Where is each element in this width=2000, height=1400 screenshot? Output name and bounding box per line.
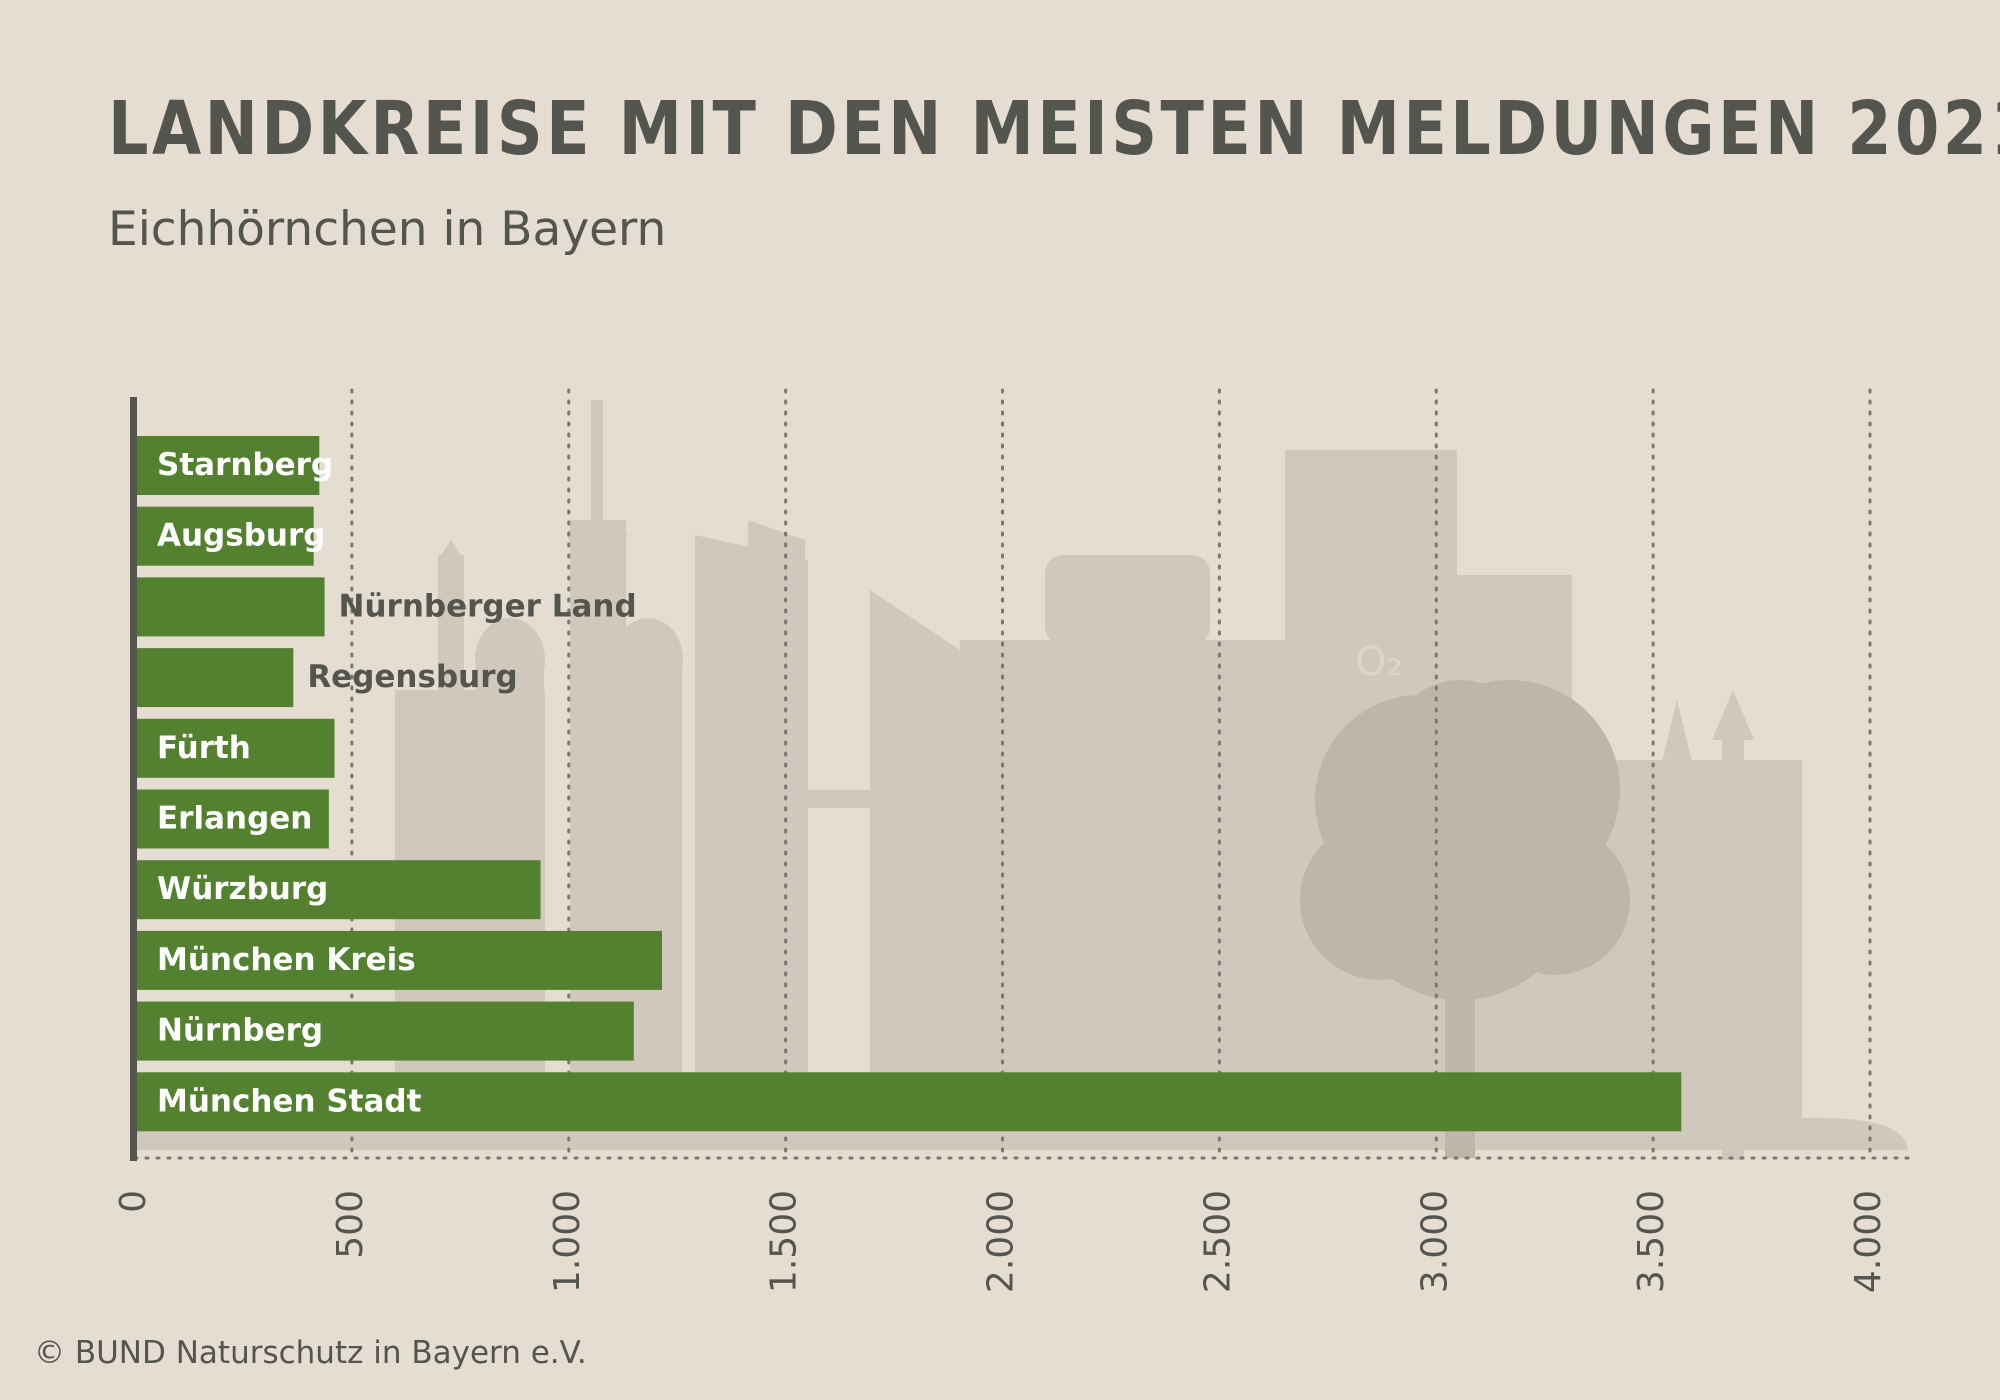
bar-label: München Stadt [157, 1083, 422, 1119]
chart-bar-labels: Starnberg Augsburg Nürnberger Land Regensbu… [157, 447, 637, 1119]
bar-label: Nürnberger Land [339, 588, 637, 624]
skyline-building-angled [870, 590, 960, 1150]
chart-title: LANDKREISE MIT DEN MEISTEN MELDUNGEN 202… [108, 86, 2000, 172]
bar-label: Augsburg [157, 518, 325, 554]
bar [135, 1001, 634, 1061]
x-tick-label: 4.000 [1848, 1190, 1889, 1293]
x-tick-label: 500 [330, 1190, 371, 1259]
copyright-notice: © BUND Naturschutz in Bayern e.V. [34, 1335, 587, 1371]
tree-crown-part [1300, 820, 1460, 980]
x-tick-label: 1.000 [547, 1190, 588, 1293]
tree-crown-part [1480, 825, 1630, 975]
skyline-tv-tower-platform [567, 523, 627, 547]
skyline-city-hall-spire [1660, 700, 1694, 770]
bar [135, 506, 314, 566]
bar [135, 930, 663, 990]
bar-label: Regensburg [307, 659, 517, 695]
bar [135, 1072, 1682, 1132]
x-tick-label: 2.500 [1197, 1190, 1238, 1293]
bar-label: Starnberg [157, 447, 333, 483]
y-axis-line [130, 397, 137, 1161]
bar-label: München Kreis [157, 942, 416, 978]
skyline-tv-tower-antenna [591, 400, 603, 530]
bar-label: Würzburg [157, 871, 328, 907]
o2-logo-text: O₂ [1355, 639, 1403, 685]
chart-tick-labels: 0 500 1.000 1.500 2.000 2.500 3.000 3.500 4.000 [113, 1190, 1889, 1293]
x-tick-label: 2.000 [981, 1190, 1022, 1293]
skyline-spire [438, 555, 464, 705]
bar [135, 577, 325, 637]
bar [135, 436, 320, 495]
x-tick-label: 3.000 [1414, 1190, 1455, 1293]
city-skyline-illustration: O₂ [130, 400, 1908, 1160]
skyline-onion-dome-left [475, 618, 545, 702]
skyline-bmw-tower-top [1045, 555, 1210, 645]
bar-label: Fürth [157, 730, 251, 766]
chart-bars [135, 436, 1682, 1132]
skyline-bridge [808, 790, 870, 808]
x-tick-label: 0 [113, 1190, 154, 1213]
bar [135, 648, 294, 708]
x-tick-label: 3.500 [1631, 1190, 1672, 1293]
chart-subtitle: Eichhörnchen in Bayern [108, 202, 667, 257]
skyline-building-slant-right [748, 520, 805, 1150]
skyline-victory-column [1722, 740, 1744, 1160]
skyline-bmw-tower [960, 640, 1285, 1150]
skyline-victory-statue [1712, 690, 1754, 740]
bar [135, 789, 329, 849]
bar-label: Nürnberg [157, 1013, 323, 1049]
tree-crown-part [1390, 680, 1530, 820]
bar [135, 718, 335, 778]
bar [135, 860, 541, 920]
bar-label: Erlangen [157, 801, 312, 837]
skyline-onion-dome-right [613, 618, 683, 702]
chart-axes [130, 397, 1914, 1161]
x-tick-label: 1.500 [764, 1190, 805, 1293]
skyline-frauenkirche-tower-right [614, 660, 682, 1150]
skyline-spire-tip [438, 540, 464, 560]
